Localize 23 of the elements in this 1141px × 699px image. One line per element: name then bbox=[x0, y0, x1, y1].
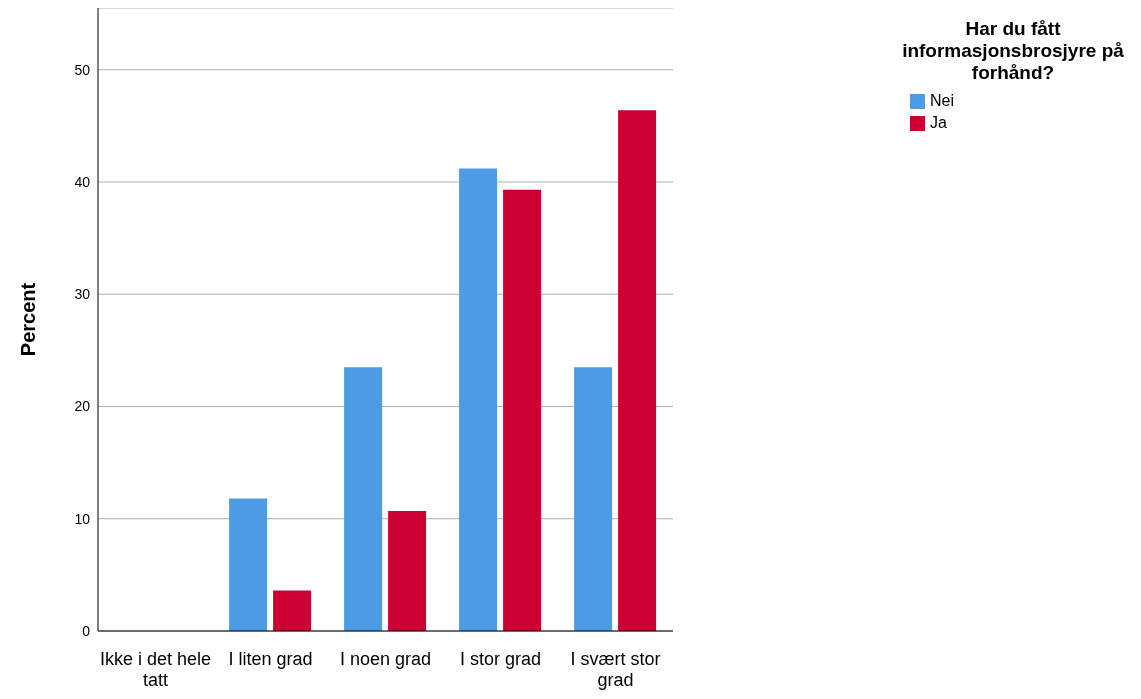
bar bbox=[503, 189, 542, 631]
y-tick-label: 50 bbox=[74, 61, 91, 78]
legend-title: Har du fått informasjonsbrosjyre på forhånd? bbox=[901, 18, 1125, 84]
y-tick-label: 0 bbox=[82, 622, 91, 639]
x-tick-label: I noen grad bbox=[339, 649, 432, 669]
x-tick-label: I stor grad bbox=[459, 649, 542, 669]
y-tick-label: 20 bbox=[74, 398, 91, 415]
y-tick-label: 30 bbox=[74, 286, 91, 303]
bar bbox=[618, 110, 657, 631]
y-axis-title: Percent bbox=[17, 282, 40, 357]
legend-label: Ja bbox=[930, 114, 947, 132]
y-tick-label: 10 bbox=[74, 510, 91, 527]
bar bbox=[574, 367, 613, 631]
x-tick-label: Ikke i det hele tatt bbox=[99, 649, 212, 690]
y-tick-label: 40 bbox=[74, 173, 91, 190]
bar bbox=[344, 367, 383, 631]
x-tick-label: I liten grad bbox=[228, 649, 313, 669]
legend-label: Nei bbox=[930, 92, 955, 110]
bar bbox=[388, 510, 427, 631]
bar bbox=[273, 590, 312, 631]
bar bbox=[229, 498, 268, 631]
bar bbox=[459, 168, 498, 631]
x-tick-label: I svært stor grad bbox=[570, 649, 661, 690]
